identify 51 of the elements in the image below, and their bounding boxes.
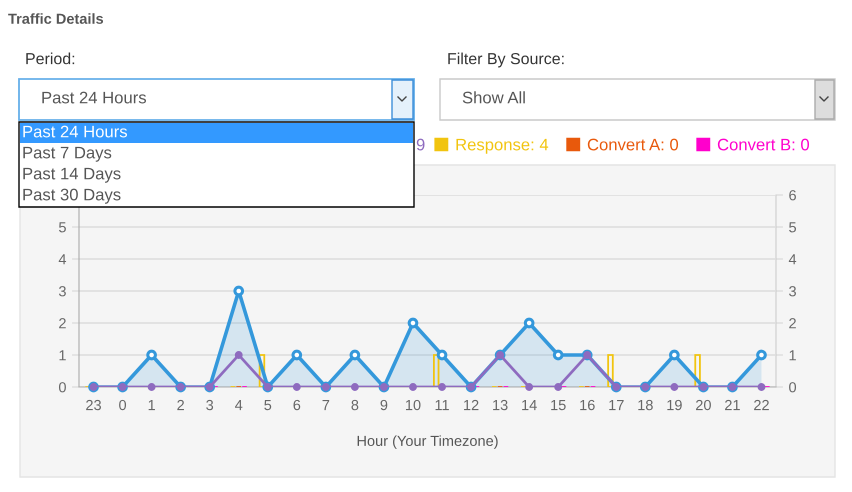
- x-tick-label: 0: [119, 400, 126, 410]
- x-tick-label: 4: [235, 400, 242, 410]
- x-tick-label: 21: [725, 400, 740, 410]
- x-tick-label: 6: [294, 400, 300, 410]
- y-tick-label: 2: [59, 318, 66, 328]
- x-tick-label: 22: [754, 400, 769, 410]
- text: Filter By Source:: [448, 52, 564, 68]
- legend-label: Convert B: 0: [718, 138, 810, 150]
- legend-label: Convert A: 0: [588, 138, 678, 150]
- text: Past 7 Days: [23, 146, 112, 162]
- y-tick-label: 3: [58, 286, 66, 296]
- x-tick-label: 12: [464, 400, 478, 410]
- text: Past 24 Hours: [42, 92, 146, 104]
- text: Past 14 Days: [23, 168, 121, 183]
- x-tick-label: 17: [609, 400, 624, 410]
- x-tick-label: 9: [380, 400, 388, 410]
- annotation: Past 30 Days: [23, 188, 121, 204]
- x-tick-label: 14: [522, 400, 537, 410]
- x-tick-label: 10: [406, 400, 421, 410]
- y-tick-label: 5: [58, 222, 66, 232]
- y-tick-label: 1: [60, 350, 66, 360]
- x-tick-label: 20: [696, 400, 711, 410]
- x-tick-label: 3: [206, 400, 214, 410]
- chart-title: Traffic Details: [8, 13, 104, 24]
- y2-tick-label: 4: [788, 254, 796, 264]
- x-tick-label: 1: [148, 400, 155, 410]
- y2-tick-label: 5: [789, 222, 796, 232]
- text: Period:: [26, 52, 74, 64]
- text: 9: [416, 138, 424, 150]
- y2-tick-label: 3: [789, 286, 796, 296]
- y2-tick-label: 6: [789, 190, 796, 200]
- x-tick-label: 7: [322, 400, 330, 410]
- x-tick-label: 8: [351, 400, 358, 410]
- x-tick-label: 16: [580, 400, 595, 410]
- y2-tick-label: 2: [789, 318, 796, 328]
- x-tick-label: 2: [177, 400, 184, 410]
- y-tick-label: 4: [58, 254, 66, 264]
- legend-label: Response: 4: [456, 138, 548, 154]
- y2-tick-label: 0: [789, 382, 796, 392]
- x-axis-title: Hour (Your Timezone): [358, 435, 498, 449]
- x-tick-label: 23: [86, 400, 101, 410]
- x-tick-label: 15: [551, 400, 566, 410]
- y-tick-label: 0: [58, 382, 66, 392]
- x-tick-label: 18: [638, 400, 653, 410]
- x-tick-label: 19: [667, 400, 682, 410]
- text: Past 24 Hours: [23, 126, 128, 138]
- text: Show All: [462, 91, 525, 104]
- x-tick-label: 13: [493, 400, 508, 410]
- y2-tick-label: 1: [790, 350, 796, 360]
- x-tick-label: 5: [264, 400, 272, 410]
- x-tick-label: 11: [436, 400, 449, 410]
